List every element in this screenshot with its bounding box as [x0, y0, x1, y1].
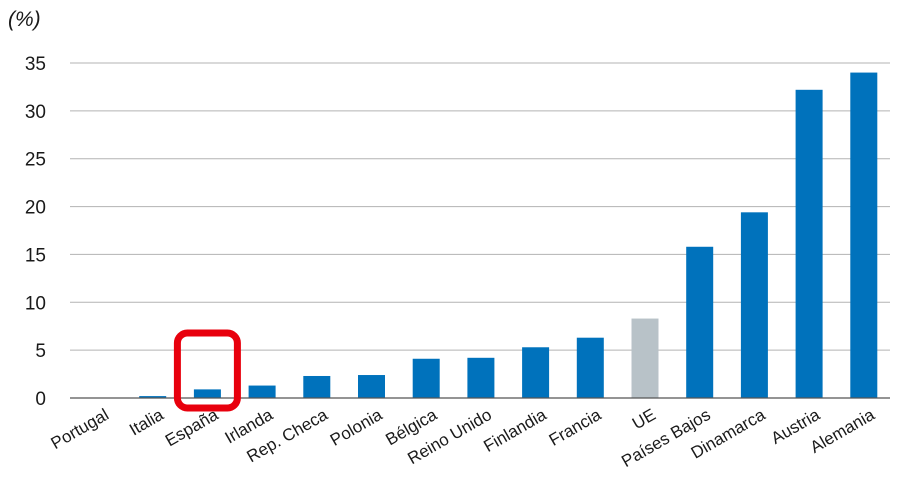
bar-reino-unido: [467, 357, 495, 398]
x-category-label: UE: [629, 405, 659, 433]
bar-rep-checa: [303, 375, 331, 398]
bar-francia: [576, 337, 604, 398]
x-category-label: España: [162, 405, 222, 451]
y-tick-label: 15: [25, 245, 46, 266]
y-tick-label: 35: [25, 54, 46, 75]
bar-espa-a: [193, 389, 221, 398]
y-tick-label: 30: [25, 102, 46, 123]
bars: [139, 72, 878, 399]
bar-austria: [795, 89, 823, 399]
x-category-label: Polonia: [327, 405, 386, 450]
x-category-label: Francia: [546, 405, 605, 450]
x-category-label: Portugal: [48, 405, 112, 453]
y-tick-label: 20: [25, 198, 46, 219]
bar-ue: [631, 318, 659, 398]
bar-pa-ses-bajos: [686, 246, 714, 398]
bar-finlandia: [522, 347, 550, 398]
y-tick-label: 5: [35, 341, 46, 362]
bar-dinamarca: [740, 212, 768, 398]
y-tick-label: 10: [25, 293, 46, 314]
bar-irlanda: [248, 385, 276, 398]
bar-b-lgica: [412, 358, 440, 398]
x-category-label: Italia: [126, 405, 167, 440]
y-axis-ticks: 0 5 10 15 20 25 30 35: [25, 54, 46, 410]
y-tick-label: 25: [25, 150, 46, 171]
bar-italia: [139, 396, 167, 398]
y-unit-label: (%): [8, 8, 41, 31]
bar-polonia: [358, 375, 385, 398]
bar-alemania: [850, 72, 878, 399]
highlight-box-espana: [173, 329, 241, 412]
y-tick-label: 0: [35, 389, 46, 410]
x-category-label: Finlandia: [480, 405, 550, 456]
gridlines: [70, 62, 890, 351]
